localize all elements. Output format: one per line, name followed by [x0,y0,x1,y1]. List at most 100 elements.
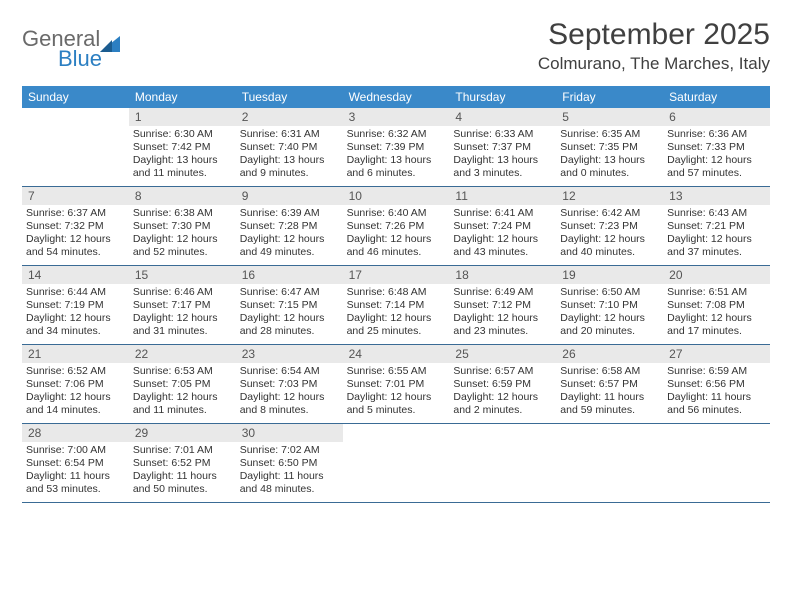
sunset-text: Sunset: 7:39 PM [347,141,446,154]
day-number: 25 [449,345,556,363]
day-body: Sunrise: 6:39 AMSunset: 7:28 PMDaylight:… [236,205,343,264]
sunset-text: Sunset: 7:19 PM [26,299,125,312]
week-row: 7Sunrise: 6:37 AMSunset: 7:32 PMDaylight… [22,187,770,266]
header: General Blue September 2025 Colmurano, T… [22,18,770,74]
day-cell: 16Sunrise: 6:47 AMSunset: 7:15 PMDayligh… [236,266,343,344]
daylight-text: Daylight: 13 hours and 3 minutes. [453,154,552,180]
day-cell: 8Sunrise: 6:38 AMSunset: 7:30 PMDaylight… [129,187,236,265]
sunset-text: Sunset: 6:56 PM [667,378,766,391]
sunrise-text: Sunrise: 6:31 AM [240,128,339,141]
sunset-text: Sunset: 7:23 PM [560,220,659,233]
weekday-label: Saturday [663,86,770,108]
day-number: 18 [449,266,556,284]
day-cell: 1Sunrise: 6:30 AMSunset: 7:42 PMDaylight… [129,108,236,186]
daylight-text: Daylight: 12 hours and 20 minutes. [560,312,659,338]
week-row: 1Sunrise: 6:30 AMSunset: 7:42 PMDaylight… [22,108,770,187]
sunset-text: Sunset: 7:06 PM [26,378,125,391]
day-cell: 25Sunrise: 6:57 AMSunset: 6:59 PMDayligh… [449,345,556,423]
day-cell: 21Sunrise: 6:52 AMSunset: 7:06 PMDayligh… [22,345,129,423]
day-body: Sunrise: 6:32 AMSunset: 7:39 PMDaylight:… [343,126,450,185]
sunset-text: Sunset: 7:30 PM [133,220,232,233]
sunset-text: Sunset: 7:32 PM [26,220,125,233]
day-body: Sunrise: 6:52 AMSunset: 7:06 PMDaylight:… [22,363,129,422]
sunrise-text: Sunrise: 6:51 AM [667,286,766,299]
day-cell: 14Sunrise: 6:44 AMSunset: 7:19 PMDayligh… [22,266,129,344]
daylight-text: Daylight: 12 hours and 25 minutes. [347,312,446,338]
day-body: Sunrise: 6:50 AMSunset: 7:10 PMDaylight:… [556,284,663,343]
day-cell: 13Sunrise: 6:43 AMSunset: 7:21 PMDayligh… [663,187,770,265]
day-body: Sunrise: 6:40 AMSunset: 7:26 PMDaylight:… [343,205,450,264]
daylight-text: Daylight: 12 hours and 23 minutes. [453,312,552,338]
day-cell [22,108,129,186]
day-number: 23 [236,345,343,363]
day-number: 30 [236,424,343,442]
day-cell: 20Sunrise: 6:51 AMSunset: 7:08 PMDayligh… [663,266,770,344]
weekday-label: Thursday [449,86,556,108]
sunset-text: Sunset: 7:26 PM [347,220,446,233]
day-body: Sunrise: 6:57 AMSunset: 6:59 PMDaylight:… [449,363,556,422]
daylight-text: Daylight: 13 hours and 11 minutes. [133,154,232,180]
day-number: 19 [556,266,663,284]
sunset-text: Sunset: 7:01 PM [347,378,446,391]
day-number: 9 [236,187,343,205]
sunrise-text: Sunrise: 6:50 AM [560,286,659,299]
day-body: Sunrise: 6:31 AMSunset: 7:40 PMDaylight:… [236,126,343,185]
daylight-text: Daylight: 12 hours and 11 minutes. [133,391,232,417]
day-number: 12 [556,187,663,205]
day-cell: 24Sunrise: 6:55 AMSunset: 7:01 PMDayligh… [343,345,450,423]
daylight-text: Daylight: 12 hours and 34 minutes. [26,312,125,338]
day-body: Sunrise: 6:58 AMSunset: 6:57 PMDaylight:… [556,363,663,422]
day-body [449,428,556,434]
sunset-text: Sunset: 7:03 PM [240,378,339,391]
day-cell: 11Sunrise: 6:41 AMSunset: 7:24 PMDayligh… [449,187,556,265]
day-number: 26 [556,345,663,363]
weekday-header: SundayMondayTuesdayWednesdayThursdayFrid… [22,86,770,108]
day-number: 28 [22,424,129,442]
day-body: Sunrise: 6:36 AMSunset: 7:33 PMDaylight:… [663,126,770,185]
day-cell: 6Sunrise: 6:36 AMSunset: 7:33 PMDaylight… [663,108,770,186]
sunrise-text: Sunrise: 6:49 AM [453,286,552,299]
daylight-text: Daylight: 12 hours and 52 minutes. [133,233,232,259]
week-row: 21Sunrise: 6:52 AMSunset: 7:06 PMDayligh… [22,345,770,424]
day-cell: 7Sunrise: 6:37 AMSunset: 7:32 PMDaylight… [22,187,129,265]
day-body: Sunrise: 6:33 AMSunset: 7:37 PMDaylight:… [449,126,556,185]
sunset-text: Sunset: 6:52 PM [133,457,232,470]
daylight-text: Daylight: 12 hours and 43 minutes. [453,233,552,259]
day-number: 11 [449,187,556,205]
sunrise-text: Sunrise: 6:55 AM [347,365,446,378]
day-number: 29 [129,424,236,442]
day-cell: 17Sunrise: 6:48 AMSunset: 7:14 PMDayligh… [343,266,450,344]
weekday-label: Wednesday [343,86,450,108]
sunrise-text: Sunrise: 6:39 AM [240,207,339,220]
day-body [663,428,770,434]
day-number: 24 [343,345,450,363]
sunset-text: Sunset: 6:54 PM [26,457,125,470]
day-body: Sunrise: 6:53 AMSunset: 7:05 PMDaylight:… [129,363,236,422]
sunrise-text: Sunrise: 6:46 AM [133,286,232,299]
day-body: Sunrise: 6:46 AMSunset: 7:17 PMDaylight:… [129,284,236,343]
day-cell: 2Sunrise: 6:31 AMSunset: 7:40 PMDaylight… [236,108,343,186]
sunrise-text: Sunrise: 6:58 AM [560,365,659,378]
daylight-text: Daylight: 13 hours and 6 minutes. [347,154,446,180]
week-row: 14Sunrise: 6:44 AMSunset: 7:19 PMDayligh… [22,266,770,345]
daylight-text: Daylight: 12 hours and 40 minutes. [560,233,659,259]
day-body: Sunrise: 6:37 AMSunset: 7:32 PMDaylight:… [22,205,129,264]
sunrise-text: Sunrise: 6:42 AM [560,207,659,220]
day-body: Sunrise: 6:59 AMSunset: 6:56 PMDaylight:… [663,363,770,422]
day-cell: 19Sunrise: 6:50 AMSunset: 7:10 PMDayligh… [556,266,663,344]
sunset-text: Sunset: 7:14 PM [347,299,446,312]
weekday-label: Sunday [22,86,129,108]
day-cell: 30Sunrise: 7:02 AMSunset: 6:50 PMDayligh… [236,424,343,502]
day-cell: 22Sunrise: 6:53 AMSunset: 7:05 PMDayligh… [129,345,236,423]
day-body: Sunrise: 6:51 AMSunset: 7:08 PMDaylight:… [663,284,770,343]
weekday-label: Monday [129,86,236,108]
daylight-text: Daylight: 13 hours and 9 minutes. [240,154,339,180]
day-number: 3 [343,108,450,126]
daylight-text: Daylight: 11 hours and 53 minutes. [26,470,125,496]
sunrise-text: Sunrise: 6:54 AM [240,365,339,378]
day-number: 10 [343,187,450,205]
calendar: SundayMondayTuesdayWednesdayThursdayFrid… [22,86,770,503]
day-number: 16 [236,266,343,284]
daylight-text: Daylight: 12 hours and 57 minutes. [667,154,766,180]
daylight-text: Daylight: 13 hours and 0 minutes. [560,154,659,180]
